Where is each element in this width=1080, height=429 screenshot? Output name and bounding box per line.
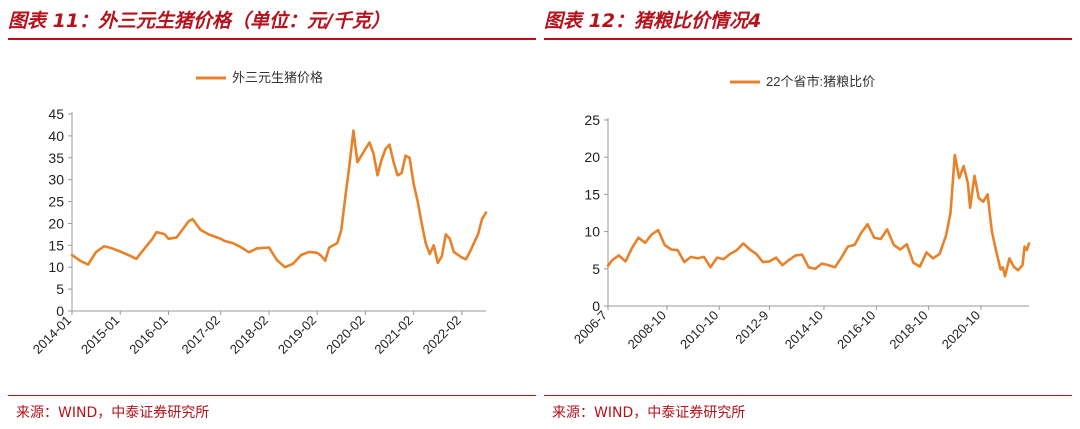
y-tick-label: 0 [592,298,600,314]
x-tick-label: 2017-02 [178,313,222,357]
x-tick-label: 2022-02 [420,313,464,357]
x-tick-label: 2015-01 [78,313,122,357]
x-tick-label: 2018-10 [886,308,930,352]
y-tick-label: 25 [48,194,64,210]
x-tick-label: 2006-7 [571,308,610,347]
source-divider [544,395,1072,396]
x-tick-label: 2018-02 [227,313,271,357]
legend-label: 22个省市:猪粮比价 [766,74,875,89]
y-tick-label: 0 [56,303,64,319]
title-divider [544,38,1072,40]
source-divider [8,395,536,396]
chart-title: 图表 12：猪粮比价情况4 [544,10,762,32]
chart-source: 来源：WIND，中泰证券研究所 [552,405,746,421]
y-tick-label: 10 [584,224,600,240]
chart-panel-hog-grain-ratio: 图表 12：猪粮比价情况4 22个省市:猪粮比价 0 5 10 15 20 25 2006-7… [544,0,1072,429]
chart-source: 来源：WIND，中泰证券研究所 [16,405,210,421]
x-tick-label: 2020-10 [939,308,983,352]
y-tick-label: 5 [592,261,600,277]
x-tick-label: 2014-01 [30,313,74,357]
x-tick-label: 2020-02 [323,313,367,357]
x-tick-label: 2021-02 [371,313,415,357]
series-line [606,153,1031,278]
x-tick-label: 2019-02 [275,313,319,357]
y-tick-label: 20 [584,149,600,165]
y-tick-label: 45 [48,106,64,122]
legend: 22个省市:猪粮比价 [730,74,875,89]
y-tick-label: 15 [48,237,64,253]
y-tick-label: 15 [584,186,600,202]
y-tick-label: 30 [48,172,64,188]
y-tick-label: 10 [48,259,64,275]
legend-label: 外三元生猪价格 [232,70,323,85]
y-tick-label: 40 [48,128,64,144]
x-tick-label: 2008-10 [625,308,669,352]
x-tick-label: 2012-9 [732,308,771,347]
x-tick-label: 2010-10 [677,308,721,352]
y-tick-label: 35 [48,150,64,166]
line-chart-hog-grain-ratio: 22个省市:猪粮比价 0 5 10 15 20 25 2006-7 2008-10 2010-10… [571,74,1031,352]
y-tick-label: 20 [48,215,64,231]
chart-panel-pig-price: 图表 11：外三元生猪价格（单位：元/千克） 外三元生猪价格 0 5 10 15 20 25… [8,0,536,429]
y-tick-label: 25 [584,112,600,128]
x-tick-label: 2016-10 [834,308,878,352]
series-line [70,129,488,269]
legend: 外三元生猪价格 [196,70,323,85]
title-divider [8,38,536,40]
chart-title: 图表 11：外三元生猪价格（单位：元/千克） [8,10,390,32]
y-tick-label: 5 [56,281,64,297]
x-tick-label: 2014-10 [782,308,826,352]
x-tick-label: 2016-01 [126,313,170,357]
